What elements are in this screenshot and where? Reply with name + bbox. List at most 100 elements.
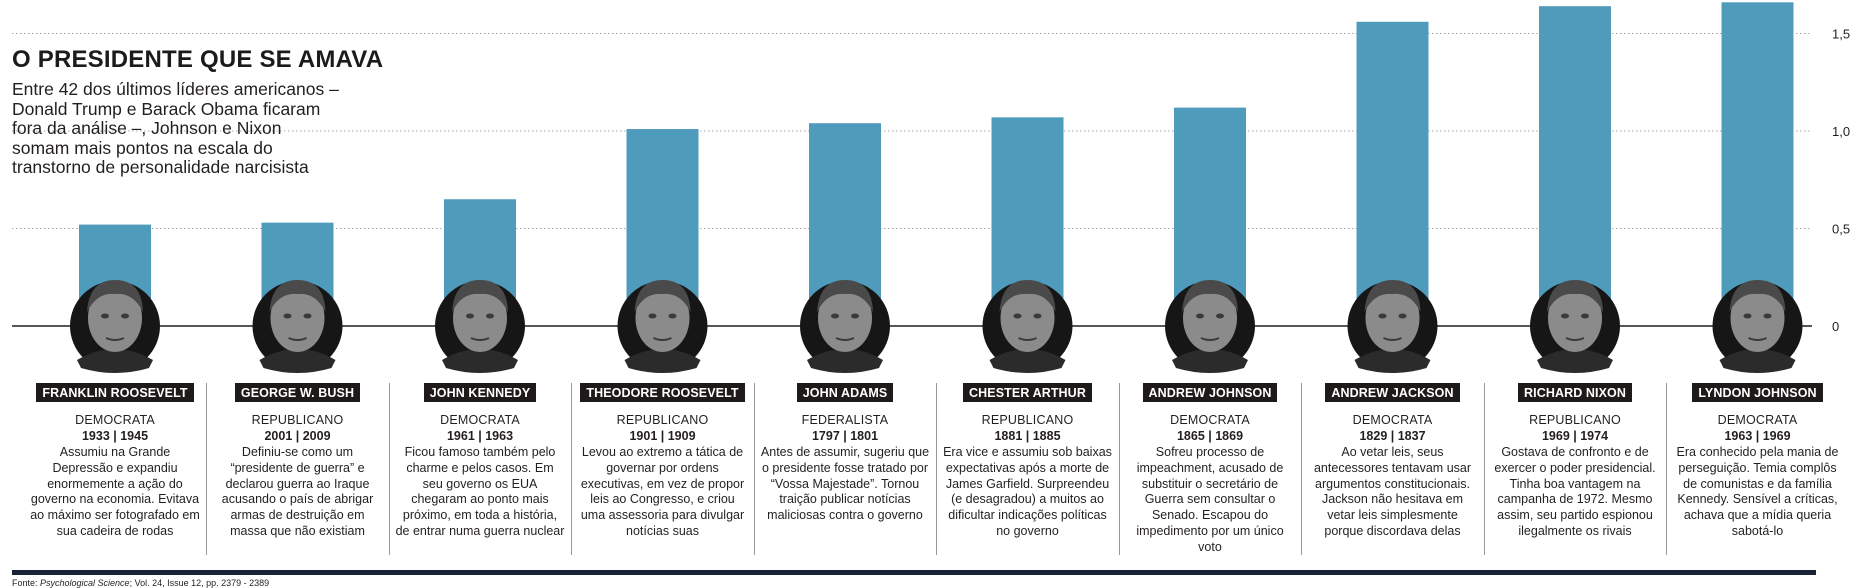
portrait-face — [1183, 284, 1237, 352]
bar — [1721, 2, 1794, 327]
column-separator — [571, 383, 572, 555]
portrait-hair — [452, 280, 508, 312]
portrait-mouth — [288, 337, 307, 341]
president-years: 1933 | 1945 — [81, 429, 149, 443]
president-name: THEODORE ROOSEVELT — [580, 383, 745, 402]
bar — [1356, 21, 1429, 327]
portrait-eye — [1743, 313, 1752, 319]
portrait-shoulders — [1354, 349, 1431, 373]
portrait-hair — [1182, 280, 1238, 312]
portrait-mouth — [1383, 337, 1402, 341]
president-name: CHESTER ARTHUR — [963, 383, 1092, 402]
portrait-shoulders — [259, 349, 336, 373]
column-separator — [1484, 383, 1485, 555]
portrait-hair — [1364, 280, 1421, 312]
portrait-face — [88, 284, 142, 352]
president-name: ANDREW JOHNSON — [1142, 383, 1278, 402]
president-card: RICHARD NIXON REPUBLICANO 1969 | 1974 Gosta… — [1490, 383, 1660, 540]
portrait-hair — [1729, 280, 1786, 312]
column-separator — [1301, 383, 1302, 555]
president-years: 1969 | 1974 — [1541, 429, 1609, 443]
portrait-eye — [1561, 313, 1569, 319]
president-card: ANDREW JOHNSON DEMOCRATA 1865 | 1869 Sofreu… — [1125, 383, 1295, 556]
portrait-photo — [70, 280, 160, 373]
portrait-mouth — [1200, 337, 1220, 341]
portrait-mouth — [470, 337, 490, 341]
portrait-photo — [800, 280, 890, 373]
president-card: ANDREW JACKSON DEMOCRATA 1829 | 1837 Ao vet… — [1308, 383, 1478, 540]
portrait-photo — [617, 280, 708, 373]
portrait-eye — [1196, 313, 1204, 319]
portrait-shoulders — [989, 349, 1066, 373]
portrait-eye — [303, 313, 312, 319]
column-separator — [1666, 383, 1667, 555]
portrait-shoulders — [1537, 349, 1613, 373]
y-axis-ticks: 1,5 1,0 0,5 0 — [1832, 27, 1850, 335]
column-separator — [936, 383, 937, 555]
portrait-eye — [851, 313, 859, 319]
president-description: Definiu-se como um “presidente de guerra… — [221, 445, 374, 538]
portrait-eye — [1581, 313, 1589, 319]
portrait-hair — [634, 280, 691, 312]
portrait-hair — [817, 280, 873, 312]
president-name: RICHARD NIXON — [1518, 383, 1632, 402]
president-name: GEORGE W. BUSH — [234, 383, 361, 402]
president-description: Ficou famoso também pelo charme e pelos … — [395, 445, 565, 538]
portrait-eye — [1033, 313, 1042, 319]
president-description: Era conhecido pela mania de perseguição.… — [1676, 445, 1839, 538]
portrait-shoulders — [624, 349, 701, 373]
column-separator — [1119, 383, 1120, 555]
portrait-eye — [668, 313, 677, 319]
y-tick-label: 0 — [1832, 319, 1839, 334]
portrait-photo — [1712, 280, 1803, 373]
portrait-eye — [831, 313, 839, 319]
portrait-photo — [435, 280, 525, 373]
chart-subtitle: Entre 42 dos últimos líderes americanos … — [12, 79, 339, 177]
portrait-mouth — [1748, 337, 1767, 341]
president-years: 1901 | 1909 — [629, 429, 696, 443]
y-tick-label: 0,5 — [1832, 222, 1850, 237]
president-description: Sofreu processo de impeachment, acusado … — [1136, 445, 1284, 554]
column-separator — [754, 383, 755, 555]
portrait-hair — [999, 280, 1056, 312]
president-party: DEMOCRATA — [1717, 413, 1798, 427]
president-party: DEMOCRATA — [440, 413, 520, 427]
president-years: 1881 | 1885 — [994, 429, 1061, 443]
portrait-face — [1730, 284, 1785, 352]
column-separator — [206, 383, 207, 555]
portrait-photo — [1530, 280, 1620, 373]
y-tick-label: 1,0 — [1832, 124, 1850, 139]
source-journal: Psychological Science — [40, 578, 130, 588]
president-years: 2001 | 2009 — [264, 429, 331, 443]
portrait-photo — [982, 280, 1073, 373]
portrait-eye — [101, 313, 109, 319]
portrait-mouth — [835, 337, 855, 341]
portrait-shoulders — [77, 349, 153, 373]
portrait-face — [453, 284, 507, 352]
portrait-shoulders — [807, 349, 883, 373]
president-party: REPUBLICANO — [1529, 413, 1621, 427]
president-card: FRANKLIN ROOSEVELT DEMOCRATA 1933 | 1945 As… — [30, 383, 200, 540]
portrait-photo — [1347, 280, 1438, 373]
portrait-face — [1365, 284, 1420, 352]
portrait-face — [818, 284, 872, 352]
president-party: DEMOCRATA — [1352, 413, 1433, 427]
column-separator — [389, 383, 390, 555]
portrait-eye — [283, 313, 292, 319]
portrait-hair — [1547, 280, 1603, 312]
president-years: 1865 | 1869 — [1176, 429, 1244, 443]
president-name: FRANKLIN ROOSEVELT — [36, 383, 194, 402]
president-party: REPUBLICANO — [251, 413, 344, 427]
president-party: REPUBLICANO — [981, 413, 1074, 427]
portrait-shoulders — [1172, 349, 1248, 373]
portrait-shoulders — [442, 349, 518, 373]
portrait-eye — [121, 313, 129, 319]
portrait-shoulders — [1719, 349, 1796, 373]
bottom-rule — [12, 570, 1816, 575]
president-description: Ao vetar leis, seus antecessores tentava… — [1313, 445, 1472, 538]
portrait-face — [1548, 284, 1602, 352]
president-years: 1961 | 1963 — [446, 429, 514, 443]
portrait-face — [1000, 284, 1055, 352]
portrait-eye — [1398, 313, 1407, 319]
